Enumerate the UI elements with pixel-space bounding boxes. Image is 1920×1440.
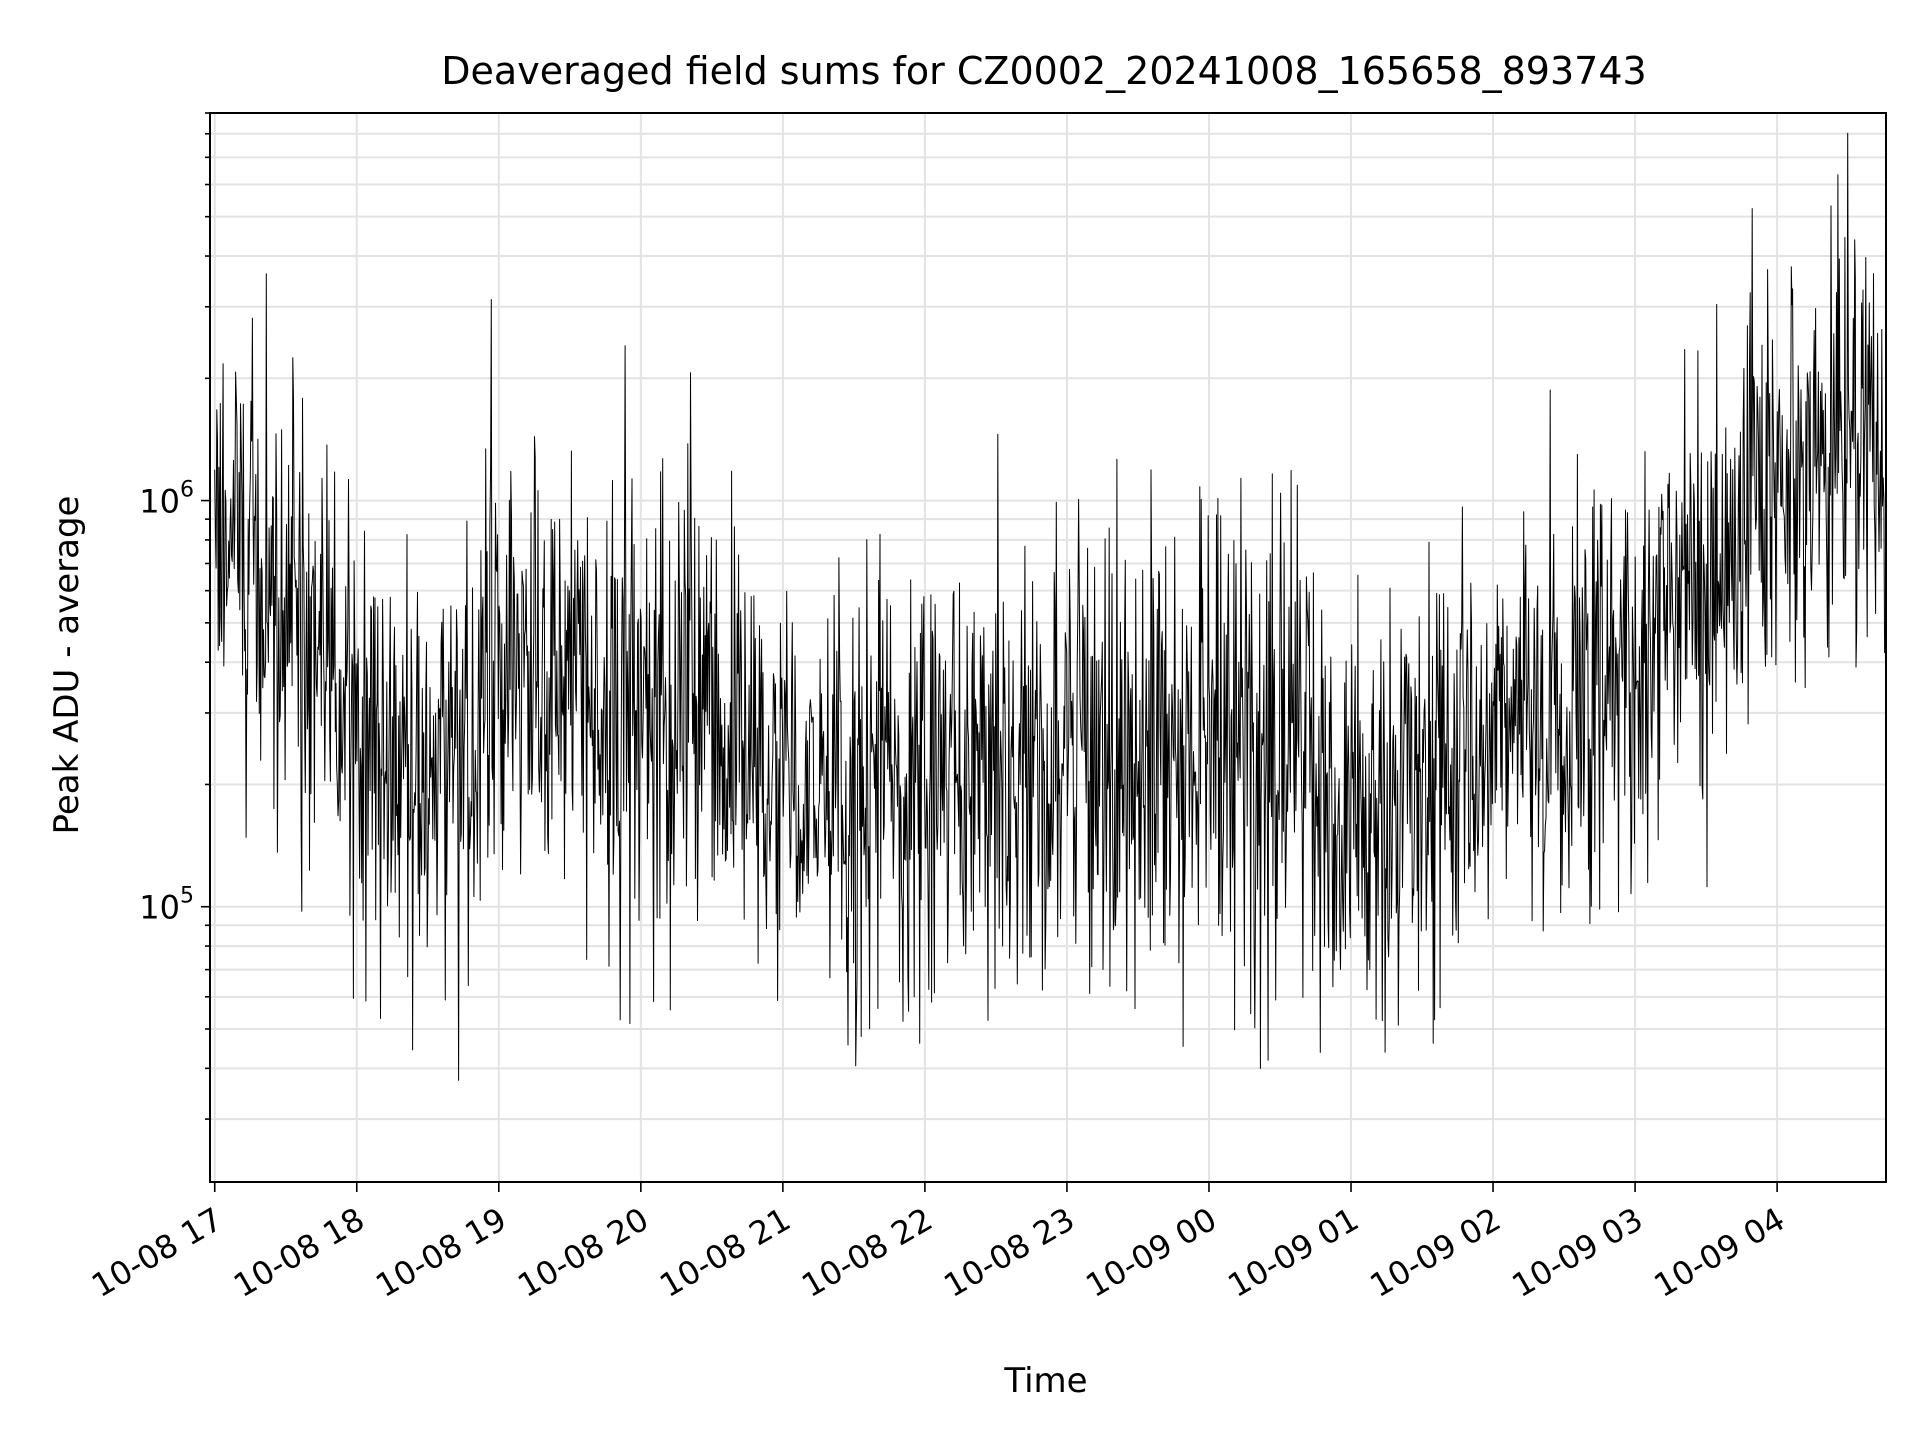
plot-frame bbox=[209, 112, 1887, 1183]
data-series bbox=[214, 132, 1887, 1081]
y-tick-label: 105 bbox=[139, 884, 194, 927]
y-tick-label: 106 bbox=[139, 478, 194, 521]
y-axis-ticks: 105 106 bbox=[139, 112, 210, 1120]
x-axis-label: Time bbox=[1003, 1361, 1087, 1401]
chart-title: Deaveraged field sums for CZ0002_2024100… bbox=[441, 49, 1646, 93]
y-axis-label: Peak ADU - average bbox=[47, 496, 87, 835]
series-line-0 bbox=[214, 132, 1887, 1081]
